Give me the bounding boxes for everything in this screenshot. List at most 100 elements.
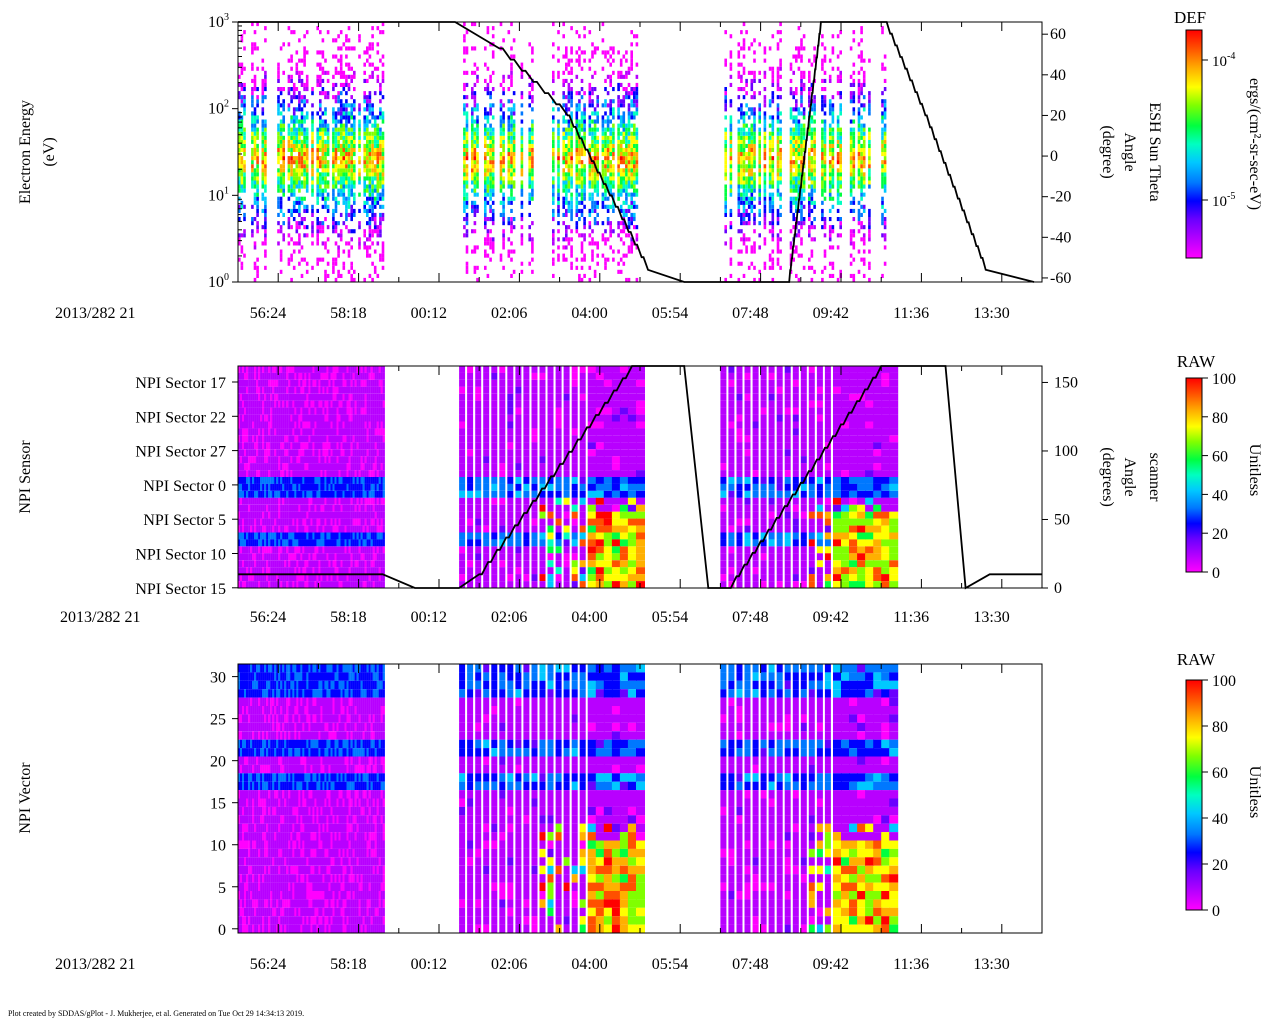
energy-cell [601, 66, 605, 71]
energy-cell [810, 135, 814, 140]
energy-cell [381, 180, 385, 185]
energy-cell [633, 123, 636, 128]
energy-cell [795, 143, 798, 148]
npi-cell [258, 532, 261, 540]
energy-cell [828, 237, 832, 242]
energy-cell [617, 249, 620, 254]
energy-cell [512, 147, 516, 152]
energy-cell [737, 156, 741, 161]
energy-cell [779, 66, 782, 71]
energy-cell [510, 164, 513, 169]
energy-cell [240, 127, 244, 132]
energy-cell [520, 237, 524, 242]
npi-cell [268, 518, 271, 526]
energy-cell [606, 74, 610, 79]
energy-cell [802, 82, 806, 87]
energy-cell [531, 87, 534, 92]
npi-cell [264, 414, 267, 422]
energy-cell [633, 103, 636, 108]
energy-cell [376, 200, 380, 205]
energy-cell [591, 91, 594, 96]
energy-cell [828, 172, 832, 177]
energy-cell [627, 225, 631, 230]
energy-cell [588, 196, 592, 201]
energy-cell [849, 135, 853, 140]
npi-cell [262, 372, 265, 380]
energy-cell [779, 172, 782, 177]
energy-cell [580, 143, 584, 148]
energy-cell [747, 164, 751, 169]
energy-cell [604, 192, 607, 197]
energy-cell [484, 78, 487, 83]
energy-cell [337, 70, 340, 75]
energy-cell [729, 82, 733, 87]
energy-cell [823, 249, 827, 254]
energy-cell [862, 135, 866, 140]
energy-cell [379, 99, 382, 104]
energy-cell [789, 160, 793, 165]
energy-cell [463, 217, 466, 222]
npi-cell [256, 490, 259, 498]
npi-cell [266, 393, 269, 401]
energy-cell [750, 107, 754, 112]
energy-cell [779, 139, 782, 144]
energy-cell [373, 184, 377, 189]
energy-cell [609, 221, 612, 226]
npi-cell [272, 428, 275, 436]
energy-cell [324, 188, 327, 193]
energy-cell [342, 103, 346, 108]
energy-cell [350, 204, 353, 209]
energy-cell [575, 111, 579, 116]
energy-cell [792, 135, 795, 140]
energy-cell [292, 217, 296, 222]
energy-cell [345, 74, 348, 79]
energy-cell [588, 208, 592, 213]
energy-cell [609, 245, 612, 250]
energy-cell [463, 50, 466, 55]
energy-cell [290, 192, 293, 197]
energy-cell [484, 176, 487, 181]
energy-cell [768, 131, 772, 136]
energy-cell [277, 99, 280, 104]
energy-cell [471, 115, 474, 120]
energy-cell [326, 208, 330, 213]
energy-cell [292, 176, 296, 181]
energy-cell [753, 139, 756, 144]
npi-cell [266, 463, 269, 471]
energy-cell [779, 95, 782, 100]
energy-cell [606, 217, 610, 222]
energy-cell [339, 229, 343, 234]
energy-cell [507, 217, 511, 222]
npi-cell [240, 379, 243, 387]
energy-cell [279, 269, 283, 274]
energy-cell [753, 147, 756, 152]
energy-cell [776, 172, 780, 177]
energy-cell [828, 192, 832, 197]
energy-cell [324, 95, 327, 100]
energy-cell [630, 217, 633, 222]
energy-cell [332, 225, 335, 230]
energy-cell [596, 95, 599, 100]
energy-cell [596, 221, 599, 226]
energy-cell [860, 204, 863, 209]
npi-cell [248, 567, 251, 575]
energy-cell [758, 233, 761, 238]
energy-cell [619, 160, 623, 165]
energy-cell [342, 143, 346, 148]
energy-cell [345, 241, 348, 246]
energy-cell [588, 143, 592, 148]
npi-cell [272, 386, 275, 394]
energy-cell [802, 139, 806, 144]
energy-cell [753, 50, 756, 55]
energy-cell [489, 107, 492, 112]
energy-cell [567, 107, 571, 112]
npi-cell [250, 504, 253, 512]
energy-cell [570, 87, 573, 92]
energy-cell [779, 237, 782, 242]
npi-cell [238, 428, 241, 436]
energy-cell [852, 143, 856, 148]
energy-cell [768, 221, 772, 226]
energy-cell [729, 160, 733, 165]
energy-cell [324, 245, 327, 250]
energy-cell [779, 135, 782, 140]
